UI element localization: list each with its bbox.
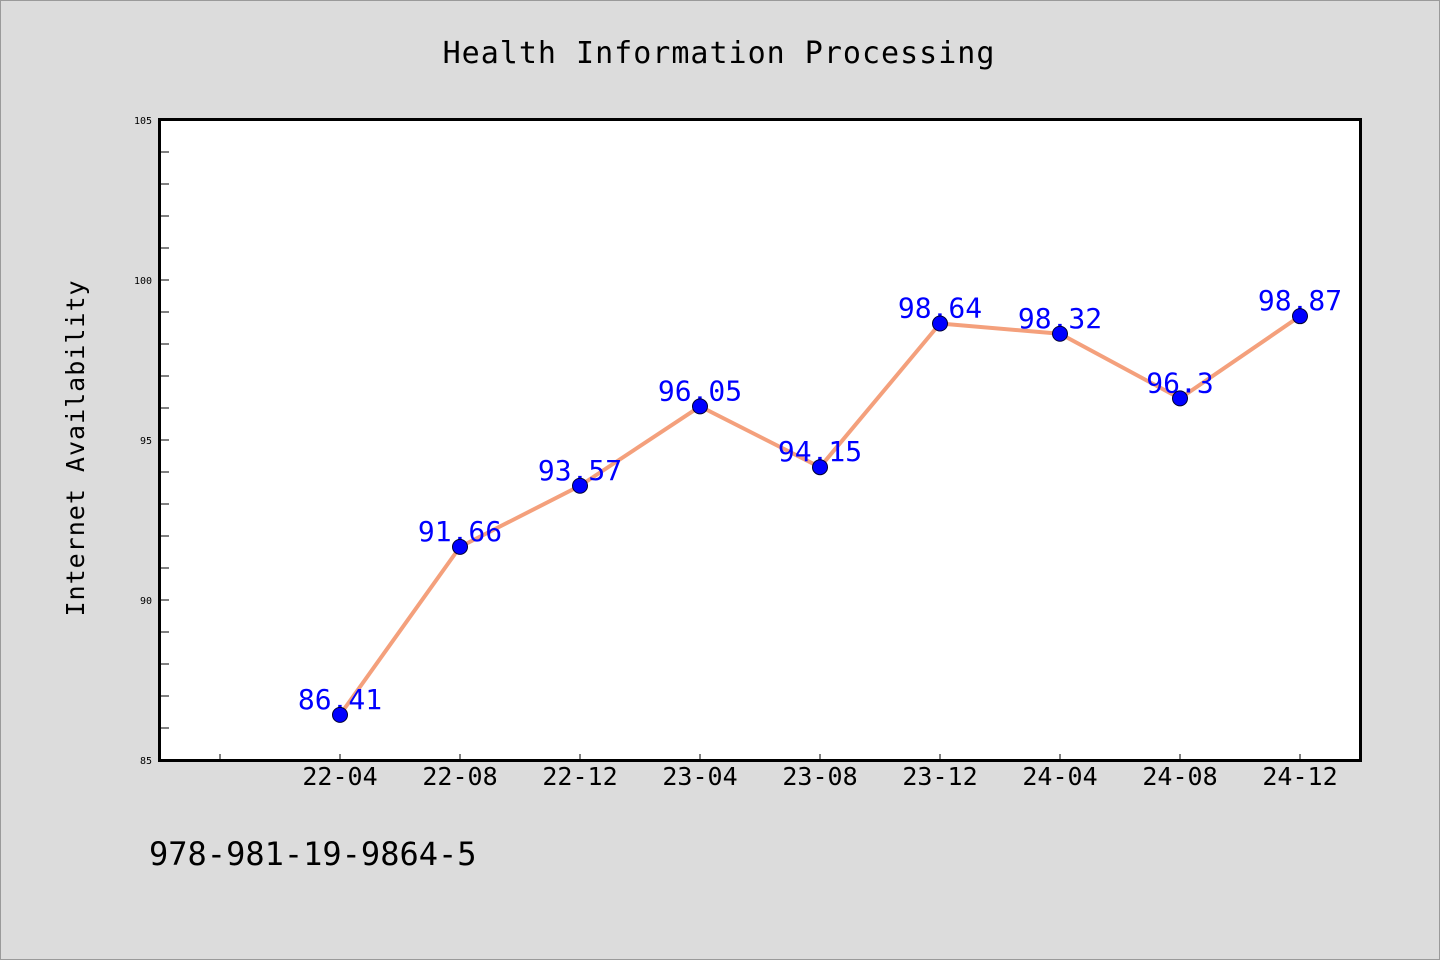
data-point	[1292, 308, 1308, 325]
isbn-text: 978-981-19-9864-5	[149, 835, 477, 873]
data-point	[812, 459, 828, 476]
y-tick-label: 95	[140, 436, 152, 447]
data-point	[452, 538, 468, 555]
x-tick-label: 24-04	[1022, 762, 1097, 791]
y-tick-label: 100	[134, 276, 152, 287]
x-tick-label: 22-08	[422, 762, 497, 791]
x-tick-label: 23-04	[662, 762, 737, 791]
x-tick-label: 22-04	[302, 762, 377, 791]
y-tick-label: 105	[134, 116, 152, 127]
data-point	[932, 315, 948, 332]
x-tick-label: 24-12	[1262, 762, 1337, 791]
y-axis-label: Internet Availability	[61, 279, 90, 616]
data-point	[572, 477, 588, 494]
y-axis: 85 90 95 100 105	[134, 116, 169, 767]
x-tick-label: 23-12	[902, 762, 977, 791]
x-tick-label: 24-08	[1142, 762, 1217, 791]
data-point	[1052, 325, 1068, 342]
data-point	[1172, 390, 1188, 407]
y-tick-label: 85	[140, 756, 152, 767]
plot-area	[158, 118, 1362, 762]
chart-title: Health Information Processing	[443, 36, 996, 71]
data-point	[332, 706, 348, 723]
x-tick-label: 22-12	[542, 762, 617, 791]
data-point	[692, 398, 708, 415]
x-axis: 22-04 22-08 22-12 23-04 23-08 23-12 24-04 24-08…	[219, 754, 1338, 791]
y-tick-label: 90	[140, 596, 152, 607]
x-tick-label: 23-08	[782, 762, 857, 791]
